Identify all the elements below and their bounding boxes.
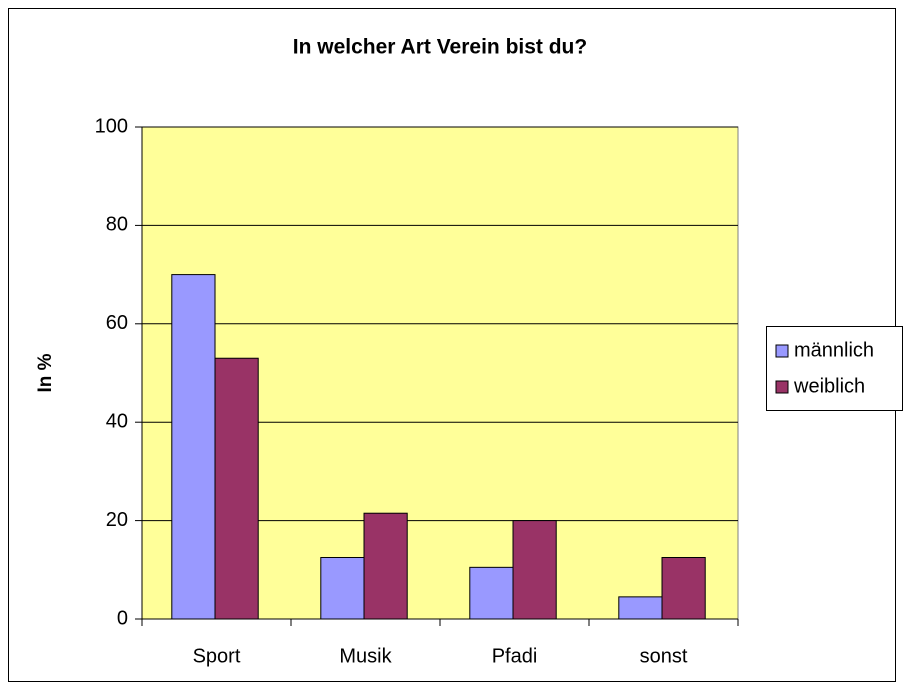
legend-box: [766, 326, 903, 411]
legend-swatch: [775, 344, 789, 358]
bar: [363, 512, 408, 620]
chart-title: In welcher Art Verein bist du?: [293, 36, 587, 59]
legend-label: männlich: [794, 339, 874, 361]
y-tick-label: 80: [106, 214, 128, 236]
x-tick-label: Pfadi: [492, 645, 538, 667]
bar: [618, 596, 663, 620]
legend-label: weiblich: [793, 375, 865, 397]
y-axis-label: In %: [35, 353, 56, 392]
bar: [320, 557, 365, 620]
bar: [214, 357, 259, 620]
y-tick-label: 100: [95, 115, 128, 137]
legend-swatch: [775, 380, 789, 394]
x-tick-label: Sport: [193, 645, 241, 667]
y-tick-label: 0: [117, 607, 128, 629]
bar: [171, 274, 216, 620]
bar: [469, 566, 514, 620]
x-tick-label: Musik: [339, 645, 392, 667]
y-tick-label: 40: [106, 410, 128, 432]
bar: [512, 520, 557, 620]
y-tick-label: 20: [106, 509, 128, 531]
y-tick-label: 60: [106, 312, 128, 334]
bar: [661, 557, 706, 620]
x-tick-label: sonst: [640, 645, 688, 667]
